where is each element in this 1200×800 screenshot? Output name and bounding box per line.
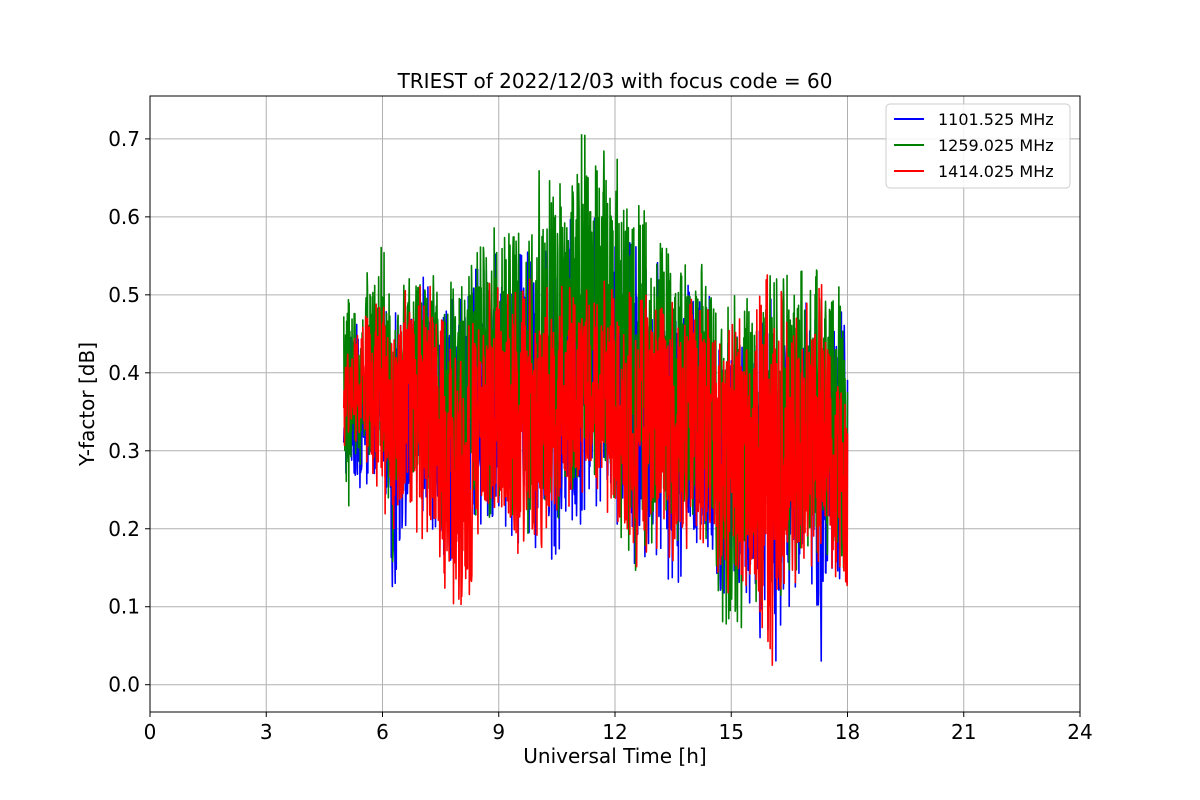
- x-tick-label: 24: [1067, 720, 1092, 744]
- legend-label: 1259.025 MHz: [938, 136, 1054, 155]
- y-tick-label: 0.1: [108, 595, 140, 619]
- x-tick-label: 21: [951, 720, 976, 744]
- legend: 1101.525 MHz 1259.025 MHz 1414.025 MHz: [885, 103, 1071, 189]
- legend-box: [885, 103, 1071, 189]
- y-tick-label: 0.7: [108, 127, 140, 151]
- y-tick-label: 0.0: [108, 673, 140, 697]
- x-tick-label: 12: [602, 720, 627, 744]
- legend-label: 1101.525 MHz: [938, 110, 1054, 129]
- x-tick-label: 3: [260, 720, 273, 744]
- y-tick-label: 0.2: [108, 517, 140, 541]
- x-tick-label: 9: [492, 720, 505, 744]
- x-tick-label: 0: [144, 720, 157, 744]
- x-tick-label: 15: [719, 720, 744, 744]
- y-axis: 0.0 0.1 0.2 0.3 0.4 0.5 0.6 0.7: [108, 127, 150, 697]
- plot-area: [342, 134, 849, 666]
- y-axis-label: Y-factor [dB]: [75, 342, 99, 467]
- series-line: [342, 274, 849, 666]
- x-axis: 0 3 6 9 12 15 18 21 24: [144, 712, 1093, 744]
- y-tick-label: 0.5: [108, 283, 140, 307]
- y-tick-label: 0.4: [108, 361, 140, 385]
- y-tick-label: 0.3: [108, 439, 140, 463]
- y-tick-label: 0.6: [108, 205, 140, 229]
- x-tick-label: 18: [835, 720, 860, 744]
- legend-label: 1414.025 MHz: [938, 162, 1054, 181]
- x-tick-label: 6: [376, 720, 389, 744]
- x-axis-label: Universal Time [h]: [523, 744, 706, 768]
- chart-title: TRIEST of 2022/12/03 with focus code = 6…: [397, 69, 833, 93]
